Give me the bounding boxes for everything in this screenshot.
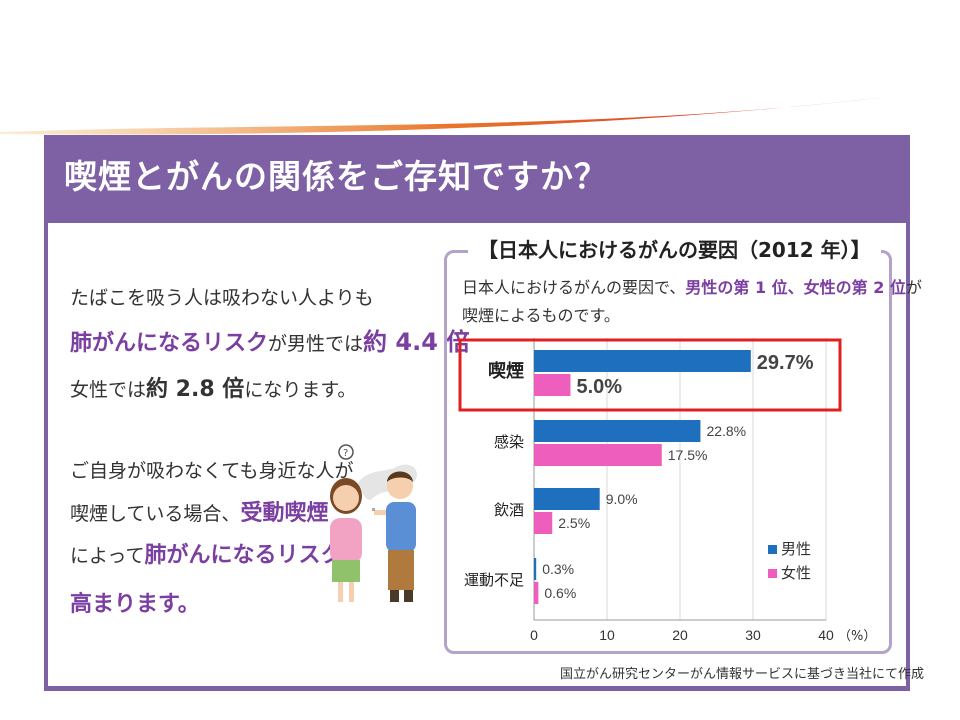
female-risk-multiplier: 約 2.8 倍 [146, 377, 245, 402]
category-label-1: 感染 [494, 433, 524, 451]
data-label-female-2: 2.5% [558, 515, 590, 531]
header-swoosh [0, 96, 895, 135]
data-label-male-2: 9.0% [606, 491, 638, 507]
highlight-box-smoking [458, 338, 842, 412]
x-tick-label-10: 10 [599, 627, 615, 643]
x-tick-label-20: 20 [672, 627, 688, 643]
x-tick-label-40: 40 [818, 627, 834, 643]
highlight-increases: 高まります。 [70, 592, 200, 617]
text-line-1: たばこを吸う人は吸わない人よりも [70, 287, 374, 309]
category-label-2: 飲酒 [494, 501, 524, 519]
x-tick-label-30: 30 [745, 627, 761, 643]
data-label-female-1: 17.5% [668, 447, 708, 463]
chart-subtitle-line-1: 日本人におけるがんの要因で、男性の第 1 位、女性の第 2 位が [462, 274, 922, 298]
text-line-3-end: になります。 [244, 379, 357, 401]
text-line-7: 高まります。 [70, 586, 200, 618]
highlight-lung-cancer-risk-2: 肺がんになるリスク [144, 543, 343, 568]
data-label-male-3: 0.3% [542, 561, 574, 577]
bar-male-0 [534, 350, 751, 372]
bar-female-2 [534, 512, 553, 534]
male-risk-multiplier: 約 4.4 倍 [363, 328, 471, 356]
bar-female-1 [534, 444, 662, 466]
legend-label-0: 男性 [781, 540, 811, 558]
subtitle-start: 日本人におけるがんの要因で、 [462, 278, 686, 297]
bar-male-3 [534, 558, 537, 580]
chart-title: 【日本人におけるがんの要因（2012 年）】 [468, 234, 881, 263]
category-label-0: 喫煙 [488, 360, 524, 382]
text-line-3: 女性では約 2.8 倍になります。 [70, 371, 356, 403]
chart-subtitle-line-2: 喫煙によるものです。 [462, 306, 620, 325]
bar-female-0 [534, 374, 571, 396]
text-line-5: 喫煙している場合、受動喫煙 [70, 495, 328, 527]
data-label-male-0: 29.7% [757, 352, 814, 374]
data-label-female-0: 5.0% [577, 376, 623, 398]
data-label-male-1: 22.8% [706, 423, 746, 439]
text-line-4: ご自身が吸わなくても身近な人が [70, 460, 354, 482]
content-frame [44, 135, 910, 691]
legend-label-1: 女性 [781, 564, 811, 582]
bar-male-2 [534, 488, 600, 510]
svg-text:?: ? [343, 448, 348, 459]
highlight-passive-smoking: 受動喫煙 [240, 501, 329, 526]
slide-title: 喫煙とがんの関係をご存知ですか？ [64, 157, 608, 196]
subtitle-highlight: 男性の第 1 位、女性の第 2 位 [685, 278, 906, 297]
text-female: 女性では [70, 379, 147, 401]
text-line-2: 肺がんになるリスクが男性では約 4.4 倍 [70, 322, 470, 357]
text-male: が男性では [268, 333, 364, 355]
content-panel [48, 223, 906, 686]
cancer-factors-bar-chart: 0 10 20 30 40 （%） 喫煙 29.7% 5.0% 感染 22.8% 17.5% 飲酒 9.0… [458, 338, 876, 644]
bar-female-3 [534, 582, 539, 604]
legend-swatch-1 [768, 569, 777, 578]
legend-swatch-0 [768, 545, 777, 554]
bar-male-1 [534, 420, 701, 442]
category-label-3: 運動不足 [464, 571, 524, 589]
passive-smoking-illustration: ? [330, 444, 418, 602]
x-tick-label-0: 0 [530, 627, 538, 643]
highlight-lung-cancer-risk: 肺がんになるリスク [70, 331, 269, 356]
x-axis-unit: （%） [838, 629, 876, 644]
data-label-female-3: 0.6% [544, 585, 576, 601]
subtitle-end: が [905, 278, 922, 297]
text-line-6: によって肺がんになるリスクが [70, 537, 362, 569]
text-line-5-start: 喫煙している場合、 [70, 503, 241, 525]
source-note: 国立がん研究センターがん情報サービスに基づき当社にて作成 [560, 667, 925, 682]
text-line-6-start: によって [70, 545, 145, 567]
